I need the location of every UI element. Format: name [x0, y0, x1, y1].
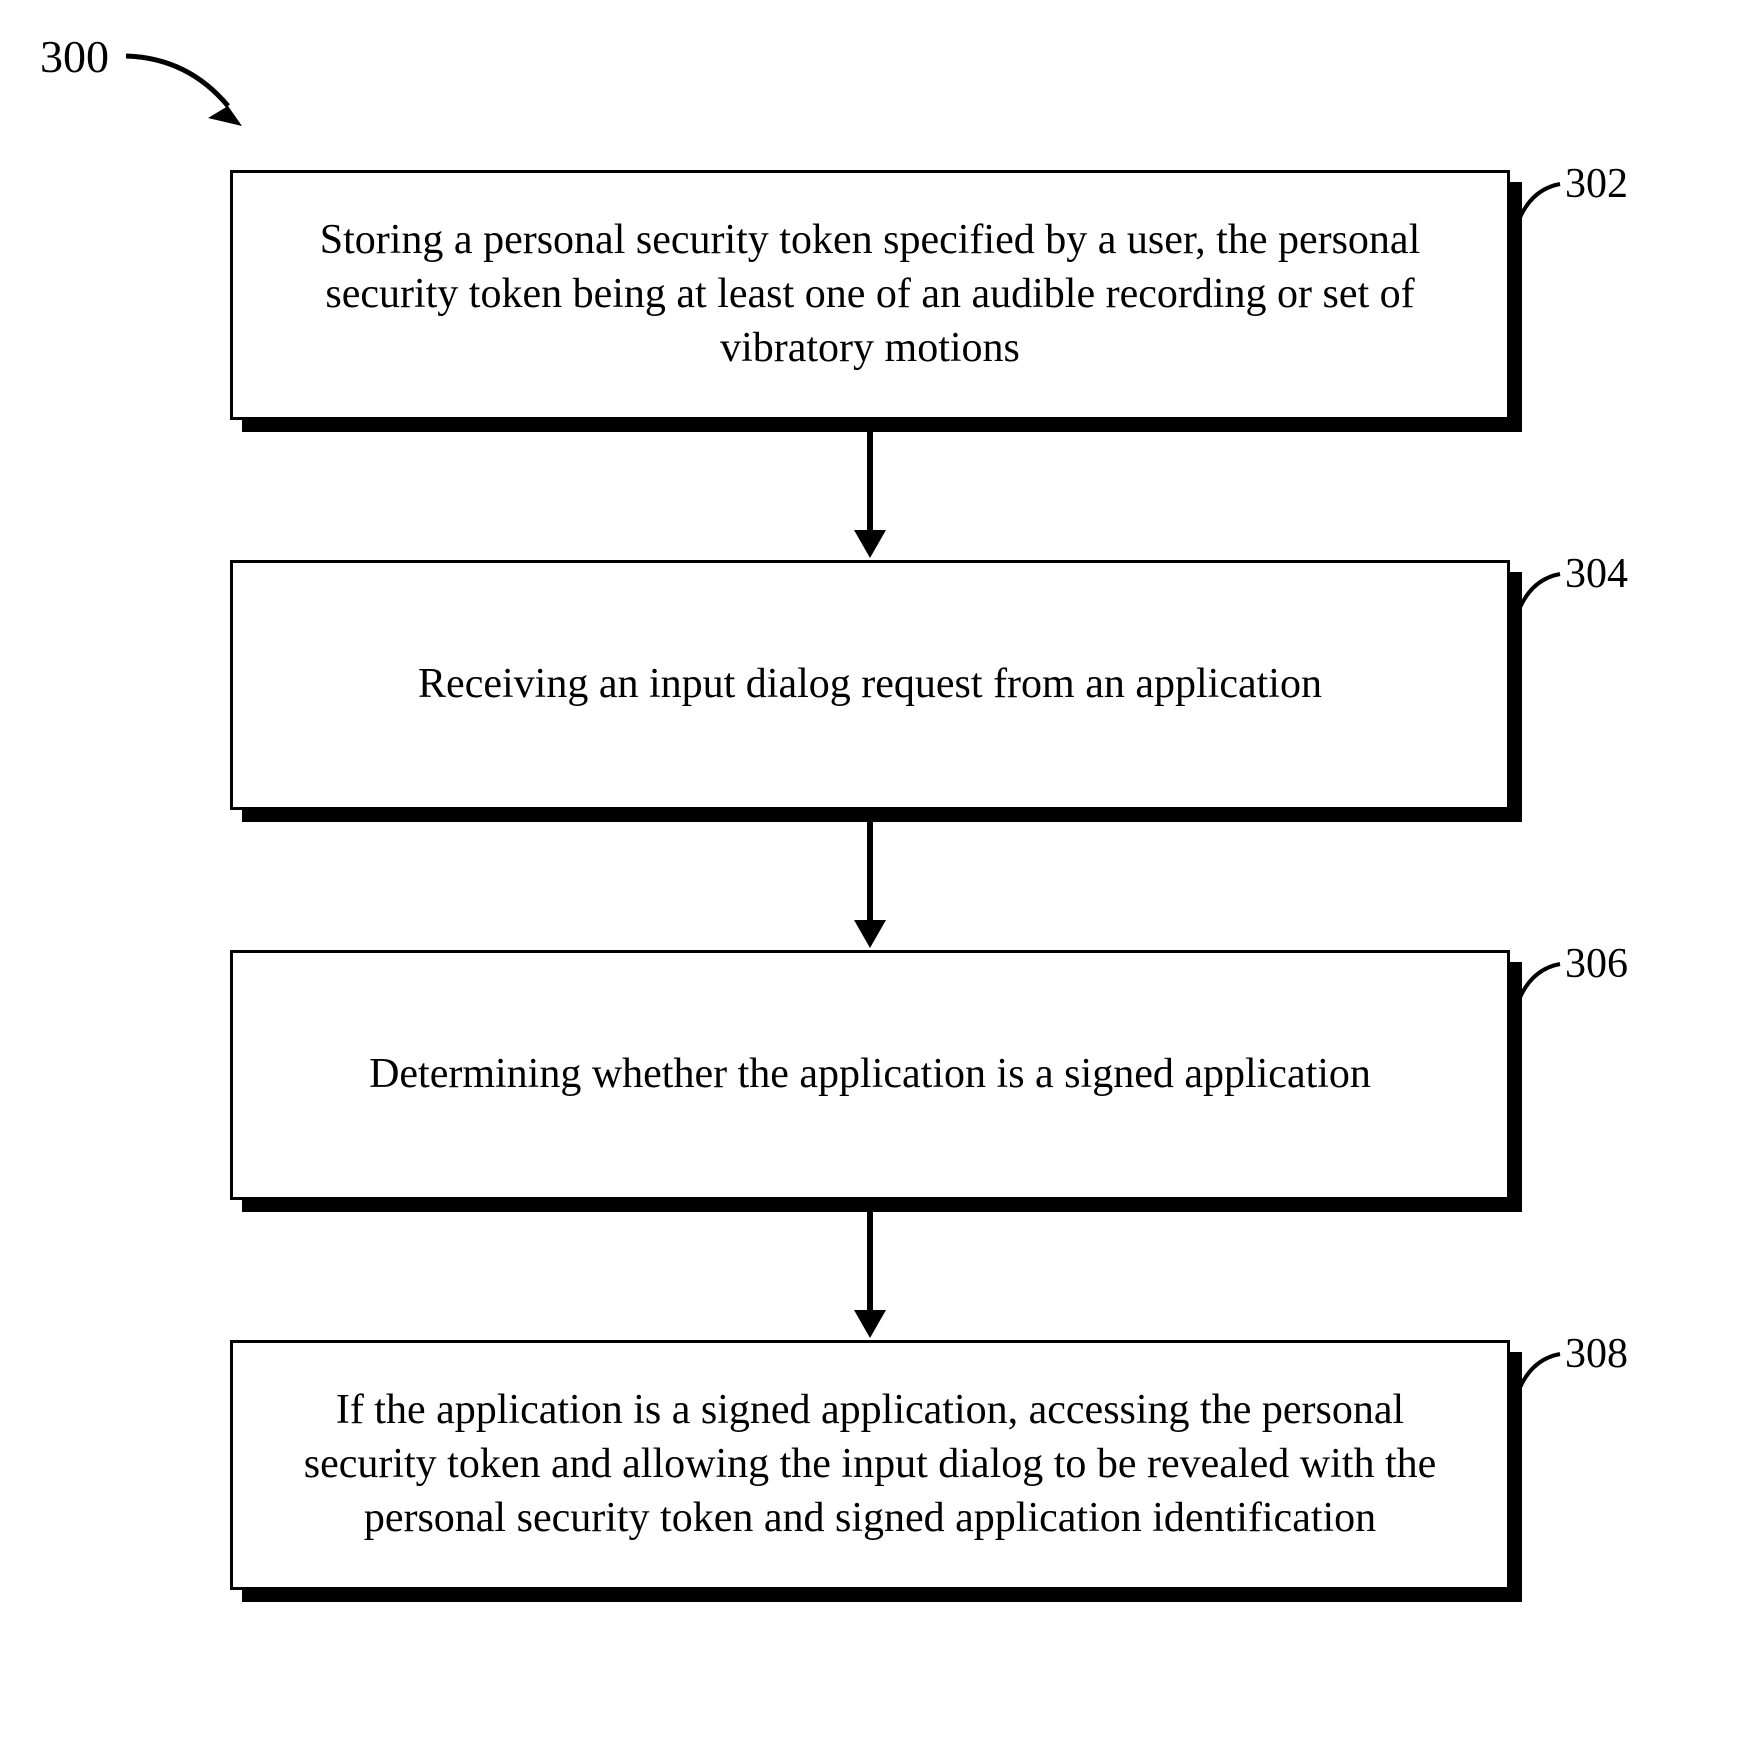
ref-label-308: 308	[1565, 1330, 1628, 1378]
ref-label-304: 304	[1565, 550, 1628, 598]
flow-box-text: Determining whether the application is a…	[369, 1048, 1371, 1102]
ref-leader-icon	[1510, 1348, 1570, 1408]
flow-box: Storing a personal security token specif…	[230, 170, 1510, 420]
flow-arrow	[867, 822, 873, 922]
figure-arrow-icon	[118, 48, 258, 138]
ref-leader-icon	[1510, 178, 1570, 238]
flow-step-306: Determining whether the application is a…	[230, 950, 1510, 1200]
flow-arrow	[867, 1212, 873, 1312]
ref-leader-icon	[1510, 958, 1570, 1018]
flow-box: If the application is a signed applicati…	[230, 1340, 1510, 1590]
flow-step-308: If the application is a signed applicati…	[230, 1340, 1510, 1590]
figure-number-label: 300	[40, 30, 109, 83]
flowchart-canvas: 300 Storing a personal security token sp…	[0, 0, 1758, 1742]
ref-label-306: 306	[1565, 940, 1628, 988]
ref-label-302: 302	[1565, 160, 1628, 208]
flow-box: Determining whether the application is a…	[230, 950, 1510, 1200]
flow-box-text: If the application is a signed applicati…	[273, 1384, 1467, 1545]
ref-leader-icon	[1510, 568, 1570, 628]
arrow-down-icon	[854, 1310, 886, 1338]
flow-box-text: Storing a personal security token specif…	[273, 214, 1467, 375]
flow-box-text: Receiving an input dialog request from a…	[418, 658, 1322, 712]
arrow-down-icon	[854, 530, 886, 558]
flow-step-304: Receiving an input dialog request from a…	[230, 560, 1510, 810]
flow-arrow	[867, 432, 873, 532]
flow-step-302: Storing a personal security token specif…	[230, 170, 1510, 420]
arrow-down-icon	[854, 920, 886, 948]
flow-box: Receiving an input dialog request from a…	[230, 560, 1510, 810]
